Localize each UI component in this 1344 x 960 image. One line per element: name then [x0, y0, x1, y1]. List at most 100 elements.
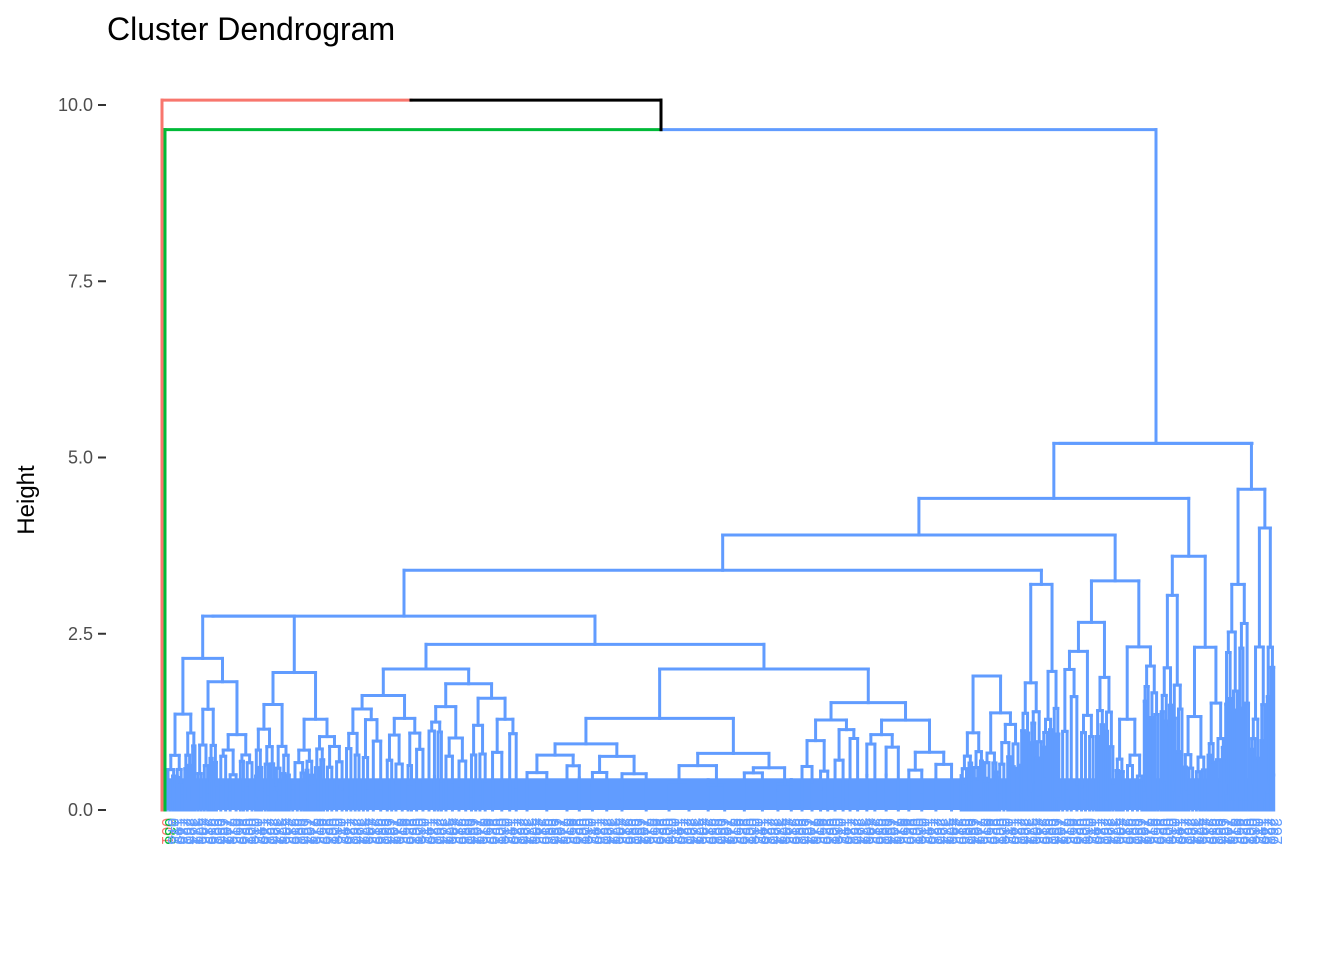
leaf-label: 852 — [1063, 818, 1080, 845]
leaf-label: 038 — [494, 818, 511, 845]
leaf-label: 482 — [782, 818, 799, 845]
leaf-label: 519 — [1035, 818, 1052, 845]
leaf-label: 741 — [1054, 818, 1071, 845]
leaf-label: 371 — [1106, 818, 1123, 845]
leaf-label: 112 — [1001, 818, 1018, 844]
leaf-label: 186 — [674, 818, 691, 845]
leaf-label: 815 — [643, 818, 660, 845]
leaf-label: 260 — [1097, 818, 1114, 845]
leaf-label: 667 — [1047, 818, 1064, 845]
leaf-label: 149 — [170, 818, 187, 845]
leaf-label: 889 — [1233, 818, 1250, 845]
leaf-label: 926 — [735, 818, 752, 845]
leaf-label: 926 — [902, 818, 919, 845]
leaf-label: 260 — [1013, 818, 1030, 845]
leaf-label: 186 — [173, 818, 190, 845]
leaf-label: 889 — [983, 818, 1000, 845]
leaf-label: 260 — [763, 818, 780, 845]
y-tick-label: 2.5 — [68, 624, 93, 644]
leaf-label: 075 — [581, 818, 598, 845]
y-axis-label: Height — [13, 465, 40, 535]
leaf-label: 371 — [189, 818, 206, 845]
leaf-label: 667 — [1131, 818, 1148, 845]
leaf-label: 001 — [1159, 818, 1176, 845]
leaf-label: 704 — [300, 818, 317, 845]
leaf-label: 667 — [464, 818, 481, 845]
leaf-label: 704 — [800, 818, 817, 845]
leaf-label: 038 — [161, 818, 178, 845]
leaf-label: 852 — [979, 818, 996, 845]
leaf-label: 519 — [201, 818, 218, 845]
leaf-label: 852 — [562, 818, 579, 845]
leaf-label: 371 — [689, 818, 706, 845]
leaf-label: 334 — [853, 818, 870, 845]
leaf-label: 889 — [232, 818, 249, 845]
leaf-label: 593 — [541, 818, 558, 845]
leaf-label: 186 — [423, 818, 440, 845]
leaf-label: 556 — [1038, 818, 1055, 845]
leaf-label: 963 — [989, 818, 1006, 845]
leaf-label: 445 — [445, 818, 462, 845]
leaf-label: 371 — [522, 818, 539, 845]
leaf-label: 519 — [952, 818, 969, 845]
leaf-label: 112 — [334, 818, 351, 844]
leaf-label: 815 — [810, 818, 827, 845]
leaf-label: 371 — [939, 818, 956, 845]
y-tick-label: 5.0 — [68, 448, 93, 468]
leaf-label: 038 — [995, 818, 1012, 845]
leaf-label: 556 — [204, 818, 221, 845]
leaf-label: 260 — [179, 818, 196, 845]
leaf-label: 593 — [291, 818, 308, 845]
leaf-label: 408 — [275, 818, 292, 845]
leaf-label: 593 — [958, 818, 975, 845]
leaf-label: 963 — [488, 818, 505, 845]
leaf-label: 704 — [1217, 818, 1234, 845]
leaf-label: 519 — [618, 818, 635, 845]
leaf-label: 075 — [1081, 818, 1098, 845]
leaf-label: 593 — [1208, 818, 1225, 845]
leaf-label: 001 — [158, 818, 175, 845]
leaf-label: 482 — [1115, 818, 1132, 845]
leaf-label: 075 — [498, 818, 515, 845]
leaf-label: 038 — [661, 818, 678, 845]
y-tick-label: 7.5 — [68, 271, 93, 291]
leaf-label: 112 — [751, 818, 768, 844]
leaf-label: 297 — [182, 818, 199, 845]
leaf-label: 223 — [427, 818, 444, 845]
leaf-label: 260 — [513, 818, 530, 845]
leaf-label: 593 — [374, 818, 391, 845]
leaf-label: 889 — [1149, 818, 1166, 845]
leaf-label: 334 — [519, 818, 536, 845]
leaf-label: 963 — [655, 818, 672, 845]
leaf-label: 704 — [467, 818, 484, 845]
leaf-label: 704 — [967, 818, 984, 845]
leaf-label: 260 — [847, 818, 864, 845]
leaf-label: 667 — [797, 818, 814, 845]
leaf-label: 223 — [1094, 818, 1111, 845]
leaf-label: 149 — [671, 818, 688, 845]
leaf-label: 482 — [698, 818, 715, 845]
leaf-label: 075 — [1165, 818, 1182, 845]
leaf-label: 223 — [343, 818, 360, 845]
leaf-label: 630 — [377, 818, 394, 845]
leaf-label: 112 — [250, 818, 267, 844]
leaf-label: 408 — [776, 818, 793, 845]
leaf-label: 556 — [1205, 818, 1222, 845]
leaf-label: 038 — [244, 818, 261, 845]
leaf-label: 963 — [238, 818, 255, 845]
leaf-label: 704 — [1051, 818, 1068, 845]
leaf-label: 334 — [352, 818, 369, 845]
leaf-label: 667 — [1214, 818, 1231, 845]
leaf-label: 630 — [1044, 818, 1061, 845]
leaf-label: 260 — [930, 818, 947, 845]
leaf-label: 223 — [1010, 818, 1027, 845]
leaf-label: 186 — [590, 818, 607, 845]
leaf-label: 112 — [834, 818, 851, 844]
leaf-label: 926 — [485, 818, 502, 845]
leaf-label: 112 — [1084, 818, 1101, 844]
leaf-label: 630 — [961, 818, 978, 845]
leaf-label: 297 — [349, 818, 366, 845]
leaf-label: 260 — [1264, 818, 1281, 845]
leaf-label: 630 — [1211, 818, 1228, 845]
